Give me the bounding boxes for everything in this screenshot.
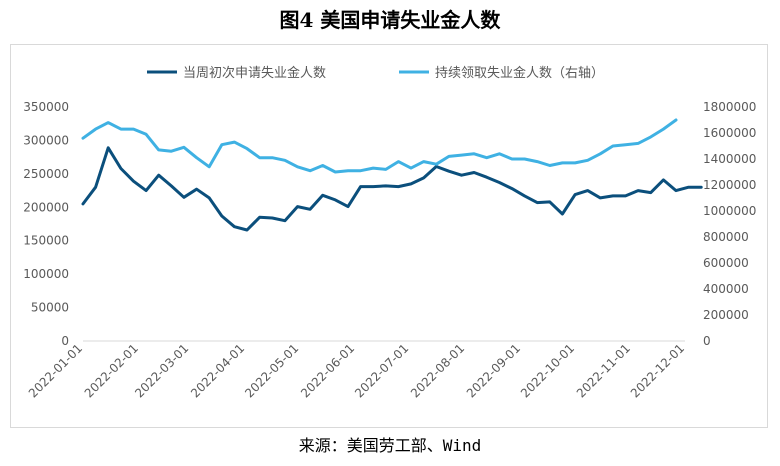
series-line-initial-claims <box>81 146 703 232</box>
x-tick-label: 2022-05-01 <box>242 341 301 400</box>
x-tick-label: 2022-11-01 <box>574 341 633 400</box>
y-right-tick-label: 1600000 <box>703 126 756 140</box>
x-tick-label: 2022-10-01 <box>518 341 577 400</box>
legend-label-continuing-claims: 持续领取失业金人数（右轴） <box>435 65 604 81</box>
y-right-tick-label: 1200000 <box>703 178 756 192</box>
x-tick-label: 2022-03-01 <box>132 341 191 400</box>
y-right-tick-label: 0 <box>703 334 711 348</box>
y-left-tick-label: 0 <box>61 334 69 348</box>
y-left-tick-label: 50000 <box>31 301 69 315</box>
series-line-continuing-claims <box>81 118 678 174</box>
x-tick-label: 2022-12-01 <box>628 341 687 400</box>
chart-frame: 当周初次申请失业金人数 持续领取失业金人数（右轴） 0 50000 100000 15… <box>10 44 768 428</box>
axes: 0 50000 100000 150000 200000 250000 300000 3500… <box>23 100 756 400</box>
y-right-tick-label: 800000 <box>703 230 749 244</box>
y-right-tick-label: 1000000 <box>703 204 756 218</box>
y-right-tick-label: 600000 <box>703 256 749 270</box>
y-left-tick-label: 100000 <box>23 267 69 281</box>
x-tick-label: 2022-06-01 <box>298 341 357 400</box>
y-left-tick-label: 350000 <box>23 100 69 114</box>
y-left-tick-label: 250000 <box>23 167 69 181</box>
series-lines <box>81 118 703 232</box>
y-right-tick-label: 400000 <box>703 282 749 296</box>
y-right-tick-label: 1800000 <box>703 100 756 114</box>
x-tick-label: 2022-08-01 <box>408 341 467 400</box>
x-tick-label: 2022-04-01 <box>188 341 247 400</box>
y-left-tick-label: 150000 <box>23 234 69 248</box>
y-right-tick-label: 1400000 <box>703 152 756 166</box>
line-chart: 当周初次申请失业金人数 持续领取失业金人数（右轴） 0 50000 100000 15… <box>23 65 756 400</box>
legend: 当周初次申请失业金人数 持续领取失业金人数（右轴） <box>147 65 604 81</box>
figure-title: 图4 美国申请失业金人数 <box>279 8 501 32</box>
x-tick-label: 2022-09-01 <box>464 341 523 400</box>
y-right-tick-label: 200000 <box>703 308 749 322</box>
source-note: 来源：美国劳工部、Wind <box>298 436 482 455</box>
x-tick-label: 2022-01-01 <box>26 341 85 400</box>
y-left-tick-label: 300000 <box>23 133 69 147</box>
y-left-tick-label: 200000 <box>23 200 69 214</box>
x-tick-label: 2022-07-01 <box>352 341 411 400</box>
legend-label-initial-claims: 当周初次申请失业金人数 <box>183 65 326 81</box>
